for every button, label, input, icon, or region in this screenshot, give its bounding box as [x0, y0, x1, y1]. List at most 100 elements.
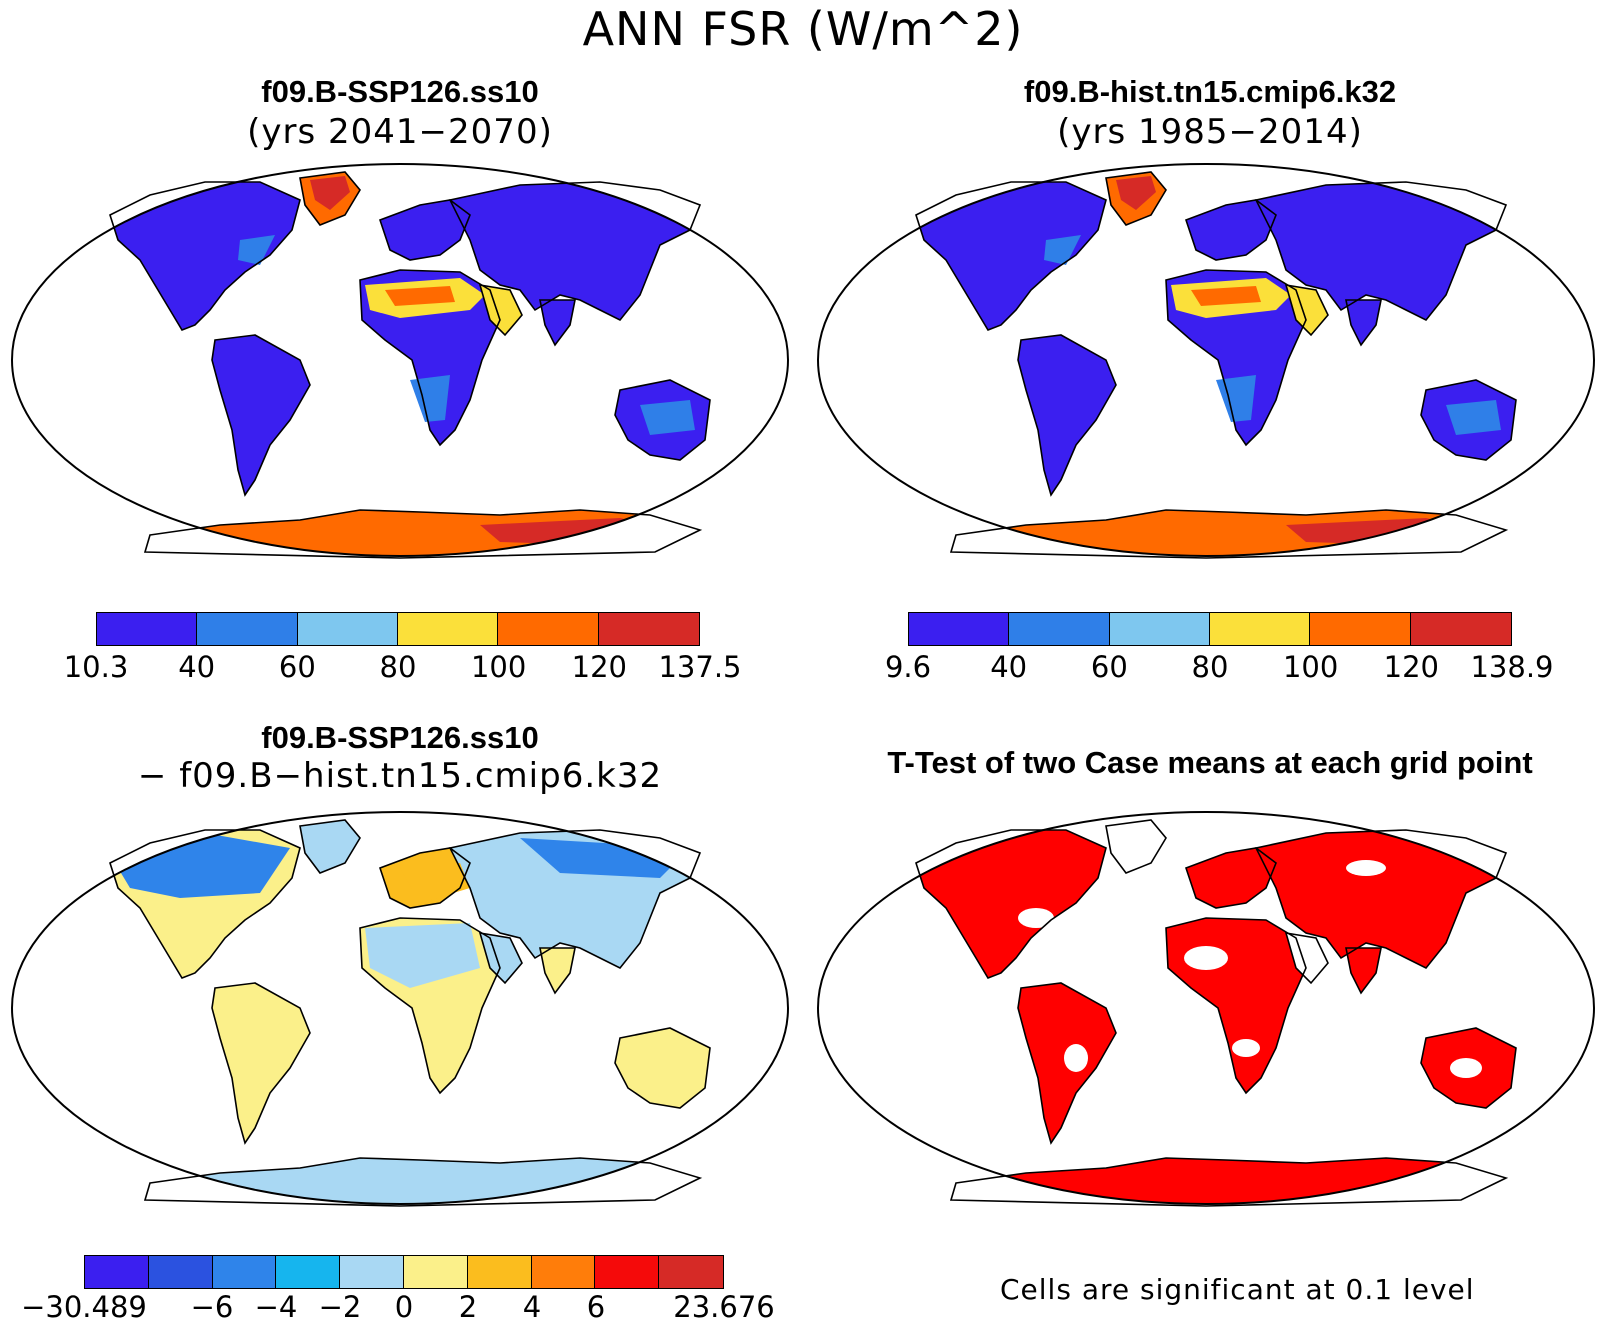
panel-tl-subtitle: (yrs 2041−2070) — [247, 112, 553, 152]
colorbar-cell — [1009, 613, 1110, 645]
colorbar-cell — [1209, 613, 1311, 645]
map-top-left — [11, 163, 789, 559]
greenland-core — [310, 176, 350, 210]
sig-region-greenland — [1106, 820, 1166, 873]
colorbar-tick-label: −2 — [318, 1290, 362, 1324]
coastline-australia — [614, 1027, 711, 1109]
sig-region-asia — [1256, 830, 1506, 968]
colorbar-cell — [397, 613, 499, 645]
coastline-australia — [1420, 379, 1517, 461]
map-tr-group — [817, 163, 1595, 559]
colorbar-top-left — [96, 612, 700, 646]
coastline-india — [1345, 299, 1382, 347]
coastline-greenland — [299, 819, 361, 874]
coastline-europe — [378, 847, 471, 909]
colorbar-tick-label: −6 — [190, 1290, 234, 1324]
colorbar-cell — [659, 1256, 723, 1288]
map-bottom-right — [817, 811, 1595, 1207]
coastline-india — [539, 299, 576, 347]
colorbar-tick-label: 2 — [458, 1290, 478, 1324]
aus-mid-region — [640, 400, 695, 435]
colorbar-tick-label: 10.3 — [63, 650, 129, 684]
coastline-southAmerica — [211, 982, 311, 1145]
insignificant-patch — [1184, 946, 1228, 970]
colorbar-tick-label: 40 — [178, 650, 216, 684]
coastline-asia — [1254, 181, 1508, 322]
region-northAmerica — [916, 182, 1106, 330]
coastline-southAmerica — [1017, 982, 1117, 1145]
coastline-asia — [448, 829, 702, 970]
colorbar-tick-label: −30.489 — [21, 1290, 147, 1324]
colorbar-tick-label: 23.676 — [673, 1290, 775, 1324]
region-europe — [380, 200, 470, 260]
coastline-australia — [1420, 1027, 1517, 1109]
colorbar-tick-label: 60 — [278, 650, 316, 684]
colorbar-cell — [85, 1256, 149, 1288]
colorbar-tick-label: 80 — [379, 650, 417, 684]
colorbar-cell — [148, 1256, 213, 1288]
sig-region-arabia — [1286, 933, 1328, 983]
na-mid-region — [238, 235, 275, 265]
region-europe — [1186, 200, 1276, 260]
coastline-arabia — [1284, 284, 1329, 337]
map-top-right — [817, 163, 1595, 559]
colorbar-cell — [595, 1256, 660, 1288]
coastline-europe — [1184, 847, 1277, 909]
panel-bl-subtitle: − f09.B−hist.tn15.cmip6.k32 — [137, 756, 663, 796]
region-asia — [450, 182, 700, 320]
coastline-africa — [1165, 917, 1307, 1095]
colorbar-cell — [909, 613, 1010, 645]
colorbar-tick-label: 138.9 — [1470, 650, 1554, 684]
panel-tl-title: f09.B-SSP126.ss10 — [261, 74, 539, 109]
map-br-group — [817, 811, 1595, 1207]
coastline-africa — [1165, 269, 1307, 447]
colorbar-tick-label: 120 — [1383, 650, 1440, 684]
colorbar-cell — [403, 1256, 468, 1288]
coastline-africa — [359, 269, 501, 447]
coastline-southAmerica — [211, 334, 311, 497]
insignificant-patch — [1064, 1044, 1088, 1072]
colorbar-cell — [276, 1256, 341, 1288]
coastline-antarctica — [143, 509, 703, 559]
coastline-arabia — [478, 932, 523, 985]
sig-region-india — [1346, 948, 1381, 993]
sahara-core — [1191, 286, 1261, 306]
colorbar-tr-ticks: 9.6 40 60 80 100 120 138.9 — [885, 650, 1554, 686]
coastline-asia — [448, 181, 702, 322]
colorbar-cell — [97, 613, 198, 645]
map-frame — [11, 811, 789, 1205]
coastline-australia — [614, 379, 711, 461]
colorbar-tick-label: 6 — [586, 1290, 606, 1324]
region-india — [540, 300, 575, 345]
coastline-antarctica — [949, 509, 1509, 559]
map-bl-group — [11, 811, 789, 1207]
colorbar-bottom-left — [84, 1255, 724, 1289]
coastline-antarctica — [143, 1157, 703, 1207]
region-arabia — [480, 285, 522, 335]
map-frame — [11, 163, 789, 557]
colorbar-cell — [340, 1256, 404, 1288]
sig-region-europe — [1186, 848, 1276, 908]
colorbar-tick-label: 137.5 — [658, 650, 742, 684]
panel-tr-title: f09.B-hist.tn15.cmip6.k32 — [1023, 74, 1397, 109]
colorbar-cell — [1310, 613, 1411, 645]
significance-note: Cells are significant at 0.1 level — [1000, 1273, 1475, 1306]
insignificant-patch — [1346, 860, 1386, 876]
colorbar-tick-label: 100 — [470, 650, 527, 684]
diff-sahara — [365, 923, 480, 988]
coastline-arabia — [1284, 932, 1329, 985]
colorbar-tick-label: −4 — [254, 1290, 298, 1324]
insignificant-patch — [1232, 1039, 1260, 1057]
sig-region-northAmerica — [916, 830, 1106, 978]
colorbar-cell — [297, 613, 398, 645]
map-tl-group — [11, 163, 789, 559]
panel-tr-subtitle: (yrs 1985−2014) — [1057, 112, 1363, 152]
diff-region-greenland — [300, 820, 360, 873]
coastline-antarctica — [949, 1157, 1509, 1207]
diff-region-australia — [615, 1028, 710, 1108]
coastline-africa — [359, 917, 501, 1095]
colorbar-top-right — [908, 612, 1512, 646]
colorbar-cell — [498, 613, 599, 645]
coastline-europe — [1184, 199, 1277, 261]
na-mid-region — [1044, 235, 1081, 265]
